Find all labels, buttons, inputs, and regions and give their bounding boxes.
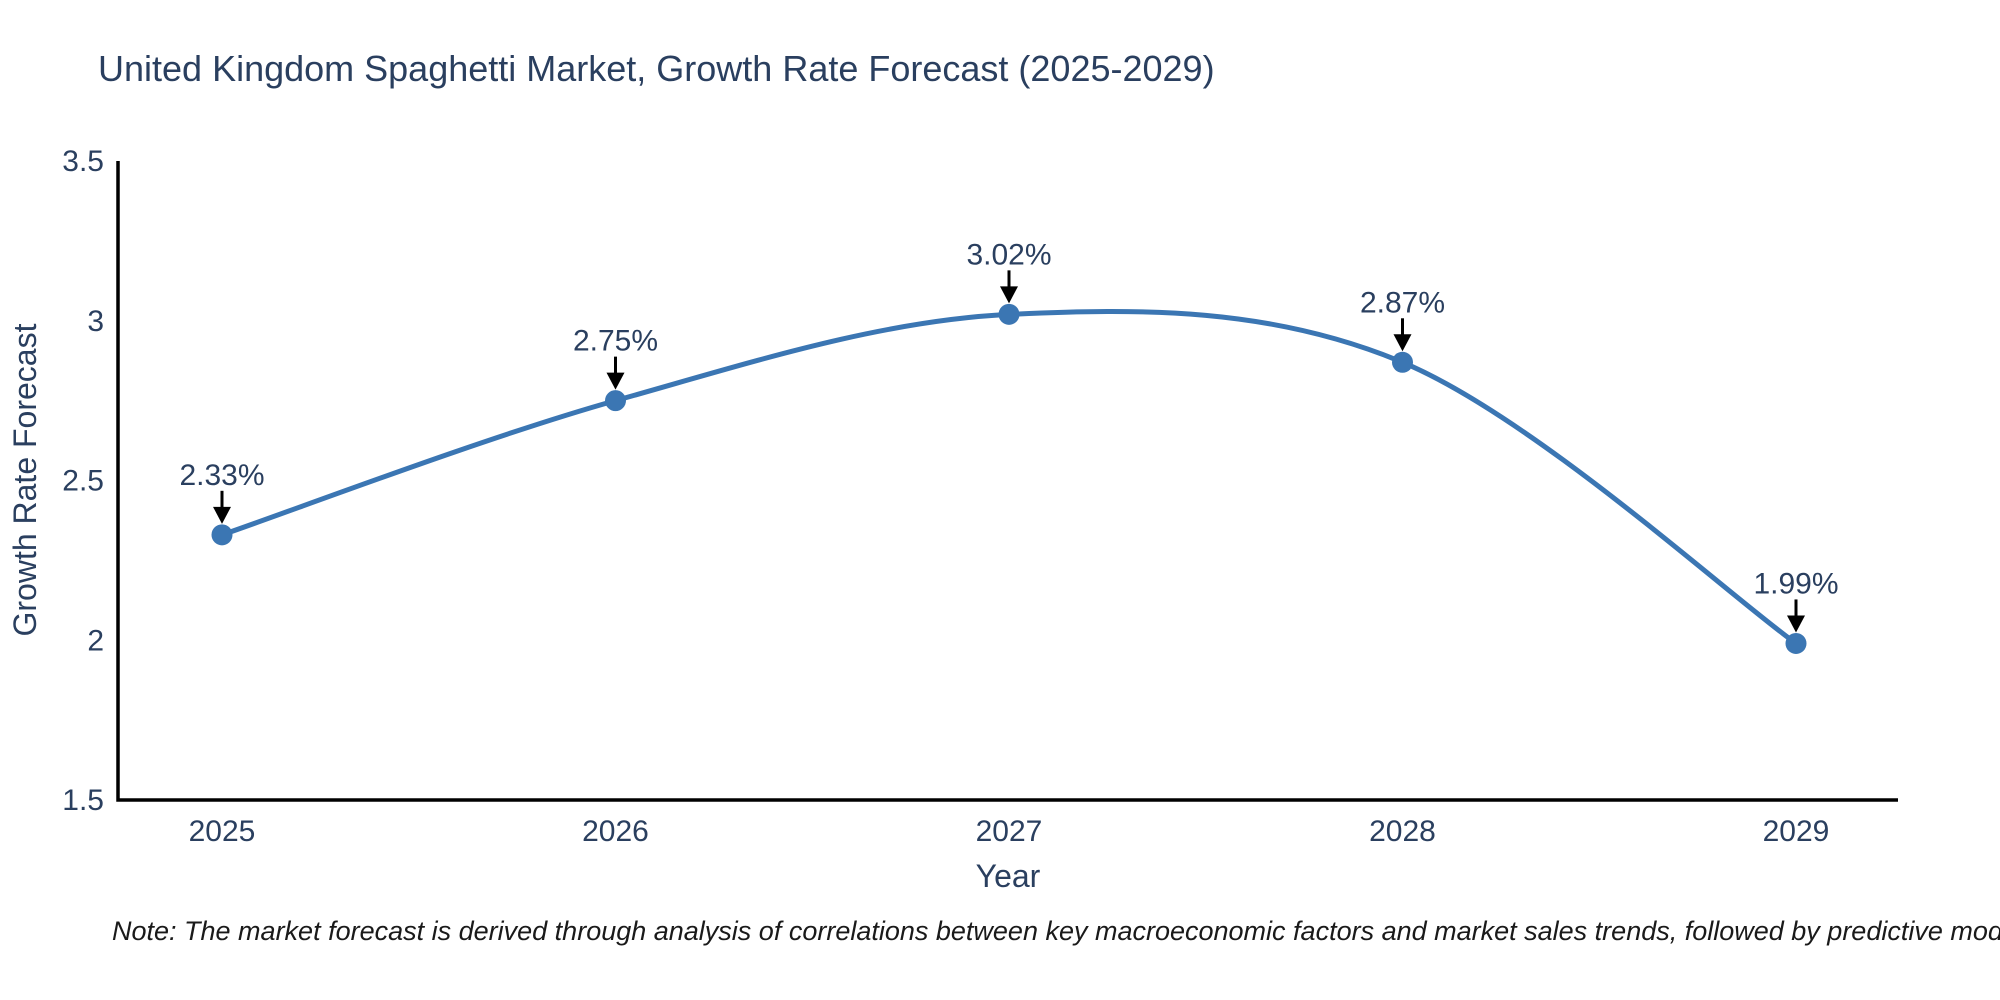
- data-point-marker[interactable]: [998, 303, 1020, 325]
- annotation-arrowhead-icon: [213, 506, 231, 524]
- data-point-label: 2.33%: [179, 459, 264, 492]
- y-tick-label: 3.5: [62, 145, 104, 178]
- axis-line: [116, 161, 1898, 802]
- x-tick-label: 2029: [1763, 815, 1830, 848]
- x-tick-label: 2027: [976, 815, 1043, 848]
- y-tick-label: 3: [87, 305, 104, 338]
- data-point-marker[interactable]: [211, 524, 233, 546]
- x-tick-label: 2026: [582, 815, 649, 848]
- y-tick-label: 2.5: [62, 465, 104, 498]
- data-point-label: 2.87%: [1360, 286, 1445, 319]
- x-tick-label: 2028: [1369, 815, 1436, 848]
- x-tick-label: 2025: [189, 815, 256, 848]
- forecast-line: [219, 308, 1799, 646]
- chart-title: United Kingdom Spaghetti Market, Growth …: [98, 48, 1215, 89]
- annotation-arrowhead-icon: [1787, 615, 1805, 633]
- y-tick-label: 1.5: [62, 784, 104, 817]
- data-point-marker[interactable]: [1785, 632, 1807, 654]
- data-point-label: 3.02%: [966, 238, 1051, 271]
- footnote: Note: The market forecast is derived thr…: [112, 916, 2000, 946]
- data-point-marker[interactable]: [605, 390, 626, 412]
- y-axis-title: Growth Rate Forecast: [7, 323, 43, 636]
- data-point-marker[interactable]: [1392, 351, 1413, 373]
- data-point-label: 1.99%: [1753, 567, 1838, 600]
- annotation-arrowhead-icon: [606, 372, 625, 390]
- annotation-arrowhead-icon: [1393, 334, 1412, 352]
- y-tick-label: 2: [87, 624, 104, 657]
- data-point-label: 2.75%: [573, 325, 658, 358]
- annotation-arrowhead-icon: [1000, 286, 1018, 304]
- x-axis-title: Year: [976, 858, 1041, 894]
